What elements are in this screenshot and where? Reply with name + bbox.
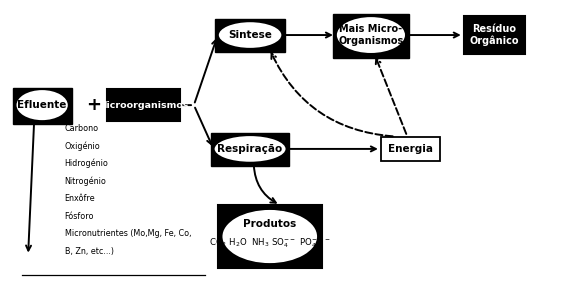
Text: Sintese: Sintese (228, 30, 272, 40)
Text: Oxigénio: Oxigénio (65, 141, 101, 151)
FancyBboxPatch shape (381, 137, 439, 161)
FancyBboxPatch shape (333, 14, 409, 58)
Text: Hidrogénio: Hidrogénio (65, 159, 108, 168)
Text: Energia: Energia (388, 144, 433, 154)
Ellipse shape (15, 89, 69, 121)
Text: +: + (86, 96, 101, 114)
Ellipse shape (214, 135, 287, 163)
FancyBboxPatch shape (217, 205, 321, 268)
Text: Efluente: Efluente (17, 100, 67, 110)
Text: B, Zn, etc...): B, Zn, etc...) (65, 247, 114, 256)
Text: Micronutrientes (Mo,Mg, Fe, Co,: Micronutrientes (Mo,Mg, Fe, Co, (65, 229, 191, 238)
Text: Produtos: Produtos (243, 219, 296, 229)
Ellipse shape (221, 209, 318, 264)
FancyBboxPatch shape (464, 16, 525, 54)
Text: CO$_2$ H$_2$O  NH$_3$ SO$_4^{--}$ PO$_4^{---}$: CO$_2$ H$_2$O NH$_3$ SO$_4^{--}$ PO$_4^{… (209, 236, 331, 250)
Text: Resíduo
Orgânico: Resíduo Orgânico (470, 24, 519, 46)
Text: Respiração: Respiração (217, 144, 283, 154)
FancyBboxPatch shape (215, 20, 285, 53)
Ellipse shape (217, 21, 283, 49)
Text: Microorganismos: Microorganismos (98, 101, 189, 110)
FancyBboxPatch shape (211, 133, 289, 166)
Text: Nitrogénio: Nitrogénio (65, 176, 107, 186)
Ellipse shape (336, 16, 406, 54)
Text: Enxôfre: Enxôfre (65, 194, 95, 203)
Text: Mais Micro-
Organismos: Mais Micro- Organismos (338, 24, 404, 46)
FancyBboxPatch shape (107, 89, 180, 121)
Text: Fósforo: Fósforo (65, 212, 94, 220)
Text: Carbono: Carbono (65, 124, 99, 133)
FancyBboxPatch shape (12, 88, 72, 124)
